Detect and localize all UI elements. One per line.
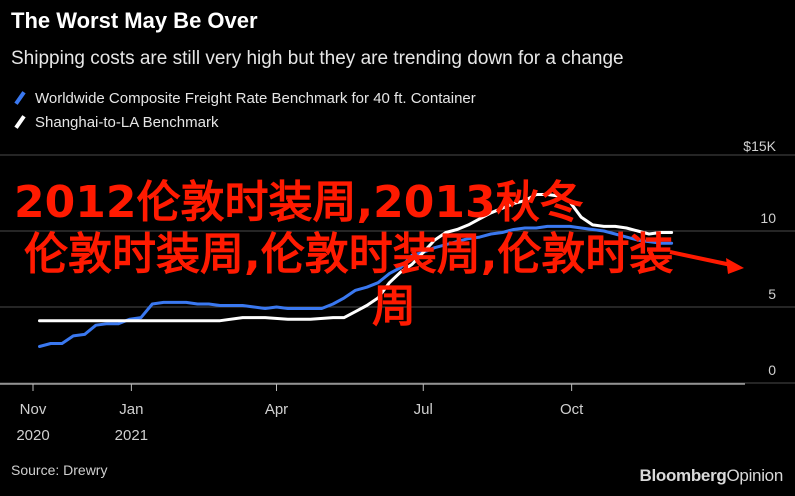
legend-item-shanghai-la: Shanghai-to-LA Benchmark <box>11 110 476 134</box>
chart-subtitle: Shipping costs are still very high but t… <box>11 48 624 69</box>
x-axis: Nov 2020 Jan 2021 Apr Jul Oct <box>0 383 745 444</box>
x-tick-label: Jul <box>414 401 433 418</box>
x-tick-label: Apr <box>265 401 288 418</box>
line-chart: 0 5 10 $15K Nov 2020 Jan 2021 Apr Jul Oct <box>0 138 795 444</box>
legend-label-composite: Worldwide Composite Freight Rate Benchma… <box>35 89 476 107</box>
source-note: Source: Drewry <box>11 462 108 478</box>
y-tick-label: 10 <box>760 210 776 226</box>
brand-sub: Opinion <box>726 466 784 485</box>
y-tick-label: $15K <box>743 138 776 154</box>
x-tick-label: Nov <box>20 401 47 418</box>
legend-label-shanghai-la: Shanghai-to-LA Benchmark <box>35 113 219 131</box>
y-tick-label: 5 <box>768 286 776 302</box>
legend-item-composite: Worldwide Composite Freight Rate Benchma… <box>11 86 476 110</box>
series-line-shanghai-la <box>38 193 674 323</box>
bloomberg-opinion-logo: BloombergOpinion <box>639 466 783 486</box>
legend: Worldwide Composite Freight Rate Benchma… <box>11 86 476 134</box>
brand-main: Bloomberg <box>639 466 727 485</box>
x-tick-year-label: 2020 <box>16 427 49 444</box>
chart-title: The Worst May Be Over <box>11 8 258 33</box>
legend-swatch-composite <box>14 91 26 105</box>
legend-swatch-shanghai-la <box>14 115 26 129</box>
x-tick-label: Jan <box>119 401 143 418</box>
series-lines <box>38 193 674 348</box>
x-tick-year-label: 2021 <box>115 427 148 444</box>
x-tick-label: Oct <box>560 401 584 418</box>
y-axis-labels: 0 5 10 $15K <box>743 138 776 378</box>
series-line-composite <box>38 224 674 348</box>
y-tick-label: 0 <box>768 362 776 378</box>
